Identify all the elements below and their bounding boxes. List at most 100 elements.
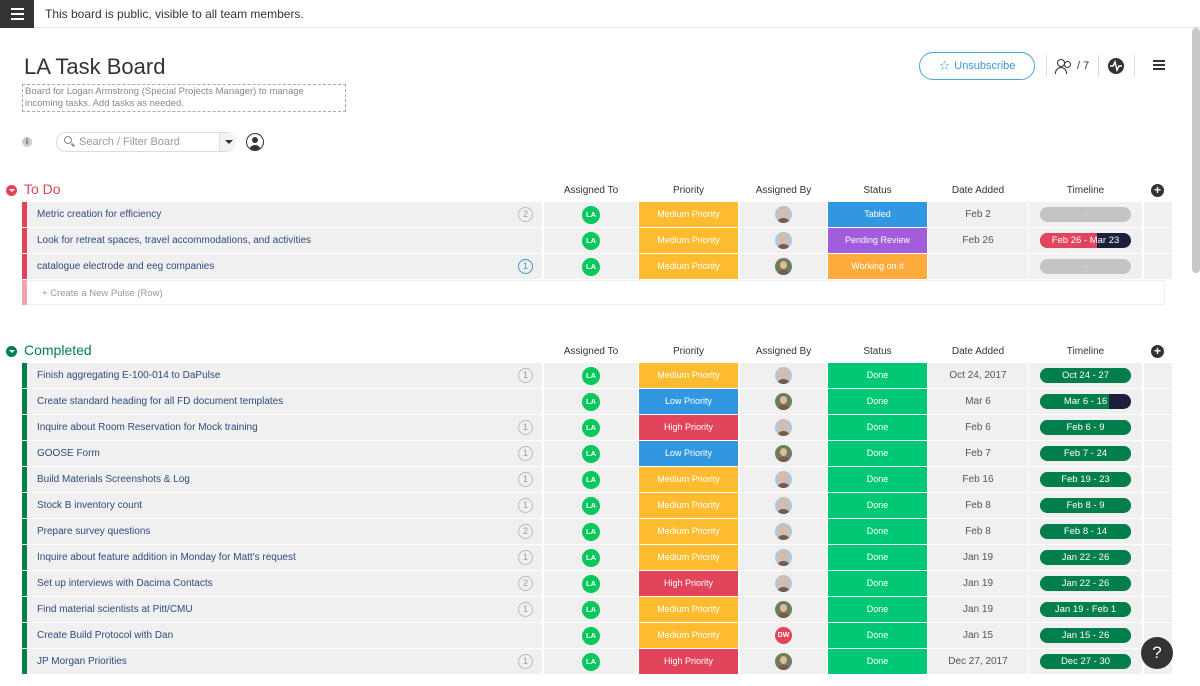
- timeline-pill[interactable]: Jan 22 - 26: [1040, 576, 1131, 591]
- priority-cell[interactable]: Low Priority: [639, 389, 738, 414]
- timeline-pill[interactable]: Feb 6 - 9: [1040, 420, 1131, 435]
- avatar[interactable]: LA: [582, 523, 600, 541]
- updates-count-icon[interactable]: 1: [518, 498, 533, 513]
- status-cell[interactable]: Done: [828, 649, 927, 674]
- help-button[interactable]: ?: [1141, 637, 1173, 669]
- date-added-cell[interactable]: Feb 16: [928, 467, 1028, 492]
- assigned-by-cell[interactable]: DW: [740, 623, 827, 648]
- chevron-down-icon[interactable]: [219, 133, 236, 151]
- assigned-by-cell[interactable]: [740, 467, 827, 492]
- column-header-date-added[interactable]: Date Added: [951, 346, 1005, 357]
- avatar[interactable]: [775, 206, 792, 223]
- date-added-cell[interactable]: Feb 26: [928, 228, 1028, 253]
- column-header-priority[interactable]: Priority: [672, 185, 705, 196]
- page-scrollbar[interactable]: [1192, 28, 1200, 273]
- assigned-to-cell[interactable]: LA: [544, 597, 638, 622]
- priority-cell[interactable]: Medium Priority: [639, 519, 738, 544]
- avatar[interactable]: LA: [582, 601, 600, 619]
- priority-cell[interactable]: Medium Priority: [639, 545, 738, 570]
- assigned-to-cell[interactable]: LA: [544, 415, 638, 440]
- timeline-pill[interactable]: Feb 8 - 9: [1040, 498, 1131, 513]
- timeline-cell[interactable]: Feb 19 - 23: [1029, 467, 1142, 492]
- status-cell[interactable]: Tabled: [828, 202, 927, 227]
- row-name-cell[interactable]: Build Materials Screenshots & Log 1: [22, 467, 542, 492]
- column-header-assigned-by[interactable]: Assigned By: [755, 346, 812, 357]
- row-name[interactable]: Inquire about feature addition in Monday…: [37, 552, 296, 563]
- updates-count-icon[interactable]: 1: [518, 420, 533, 435]
- group-collapse-icon[interactable]: [6, 185, 17, 196]
- status-cell[interactable]: Done: [828, 623, 927, 648]
- date-added-cell[interactable]: Jan 19: [928, 545, 1028, 570]
- row-name-cell[interactable]: Look for retreat spaces, travel accommod…: [22, 228, 542, 253]
- timeline-cell[interactable]: Jan 19 - Feb 1: [1029, 597, 1142, 622]
- priority-cell[interactable]: Medium Priority: [639, 467, 738, 492]
- table-row[interactable]: Prepare survey questions 2 LA Medium Pri…: [0, 519, 1200, 545]
- assigned-by-cell[interactable]: [740, 441, 827, 466]
- activity-icon[interactable]: [1108, 58, 1124, 74]
- priority-cell[interactable]: Medium Priority: [639, 597, 738, 622]
- timeline-cell[interactable]: Oct 24 - 27: [1029, 363, 1142, 388]
- group-collapse-icon[interactable]: [6, 346, 17, 357]
- assigned-to-cell[interactable]: LA: [544, 254, 638, 279]
- row-name-cell[interactable]: Create standard heading for all FD docum…: [22, 389, 542, 414]
- timeline-pill[interactable]: Feb 19 - 23: [1040, 472, 1131, 487]
- updates-count-icon[interactable]: 1: [518, 550, 533, 565]
- avatar[interactable]: LA: [582, 653, 600, 671]
- avatar[interactable]: [775, 471, 792, 488]
- avatar[interactable]: LA: [582, 497, 600, 515]
- timeline-cell[interactable]: -: [1029, 202, 1142, 227]
- status-cell[interactable]: Done: [828, 545, 927, 570]
- priority-cell[interactable]: Medium Priority: [639, 254, 738, 279]
- timeline-cell[interactable]: Mar 6 - 16: [1029, 389, 1142, 414]
- assigned-by-cell[interactable]: [740, 254, 827, 279]
- timeline-pill[interactable]: Feb 8 - 14: [1040, 524, 1131, 539]
- avatar[interactable]: LA: [582, 367, 600, 385]
- row-name[interactable]: Stock B inventory count: [37, 500, 143, 511]
- status-cell[interactable]: Working on it: [828, 254, 927, 279]
- assigned-by-cell[interactable]: [740, 363, 827, 388]
- avatar[interactable]: LA: [582, 206, 600, 224]
- avatar[interactable]: LA: [582, 575, 600, 593]
- board-title[interactable]: LA Task Board: [24, 54, 166, 79]
- date-added-cell[interactable]: Oct 24, 2017: [928, 363, 1028, 388]
- add-column-icon[interactable]: +: [1151, 184, 1164, 197]
- assigned-by-cell[interactable]: [740, 597, 827, 622]
- timeline-pill[interactable]: Dec 27 - 30: [1040, 654, 1131, 669]
- status-cell[interactable]: Done: [828, 389, 927, 414]
- assigned-by-cell[interactable]: [740, 493, 827, 518]
- avatar[interactable]: LA: [582, 393, 600, 411]
- assigned-to-cell[interactable]: LA: [544, 623, 638, 648]
- priority-cell[interactable]: Medium Priority: [639, 202, 738, 227]
- updates-count-icon[interactable]: 2: [518, 524, 533, 539]
- create-pulse-row[interactable]: + Create a New Pulse (Row): [0, 280, 1200, 306]
- timeline-cell[interactable]: Jan 15 - 26: [1029, 623, 1142, 648]
- priority-cell[interactable]: High Priority: [639, 571, 738, 596]
- board-menu-icon[interactable]: [1153, 60, 1165, 71]
- avatar[interactable]: LA: [582, 627, 600, 645]
- avatar[interactable]: LA: [582, 419, 600, 437]
- avatar[interactable]: [775, 497, 792, 514]
- search-input[interactable]: [79, 135, 219, 149]
- row-name[interactable]: Find material scientists at Pitt/CMU: [37, 604, 193, 615]
- add-column-icon[interactable]: +: [1151, 345, 1164, 358]
- row-name-cell[interactable]: Inquire about feature addition in Monday…: [22, 545, 542, 570]
- column-header-assigned-to[interactable]: Assigned To: [563, 346, 619, 357]
- assigned-to-cell[interactable]: LA: [544, 545, 638, 570]
- assigned-by-cell[interactable]: [740, 228, 827, 253]
- column-header-priority[interactable]: Priority: [672, 346, 705, 357]
- date-added-cell[interactable]: Feb 7: [928, 441, 1028, 466]
- table-row[interactable]: GOOSE Form 1 LA Low Priority Done Feb 7 …: [0, 441, 1200, 467]
- timeline-pill[interactable]: Jan 15 - 26: [1040, 628, 1131, 643]
- priority-cell[interactable]: Low Priority: [639, 441, 738, 466]
- group-title[interactable]: To Do: [24, 181, 61, 197]
- avatar[interactable]: [775, 393, 792, 410]
- assigned-by-cell[interactable]: [740, 415, 827, 440]
- avatar[interactable]: [775, 601, 792, 618]
- row-name[interactable]: GOOSE Form: [37, 448, 100, 459]
- row-name-cell[interactable]: Create Build Protocol with Dan: [22, 623, 542, 648]
- avatar[interactable]: [775, 258, 792, 275]
- avatar[interactable]: LA: [582, 232, 600, 250]
- assigned-by-cell[interactable]: [740, 202, 827, 227]
- timeline-cell[interactable]: Feb 26 - Mar 23: [1029, 228, 1142, 253]
- table-row[interactable]: Create standard heading for all FD docum…: [0, 389, 1200, 415]
